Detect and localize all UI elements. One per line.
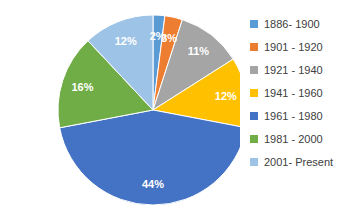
html-text:1886- 1900: 1886- 1900 [264, 17, 320, 30]
svg-text:44%: 44% [142, 178, 164, 190]
svg-text:11%: 11% [188, 45, 210, 57]
html-text:1921 - 1940: 1921 - 1940 [264, 63, 323, 76]
svg-text:2%: 2% [149, 30, 166, 42]
svg-text:3%: 3% [161, 32, 177, 44]
svg-text:16%: 16% [72, 81, 94, 93]
html-text:2001- Present: 2001- Present [264, 155, 334, 168]
svg-text:12%: 12% [115, 35, 137, 47]
html-text:1901 - 1920: 1901 - 1920 [264, 40, 323, 53]
html-text:1981 - 2000: 1981 - 2000 [264, 132, 323, 145]
svg-text:12%: 12% [215, 90, 237, 102]
html-text:1941 - 1960: 1941 - 1960 [264, 86, 323, 99]
html-text:1961 - 1980: 1961 - 1980 [264, 109, 323, 122]
